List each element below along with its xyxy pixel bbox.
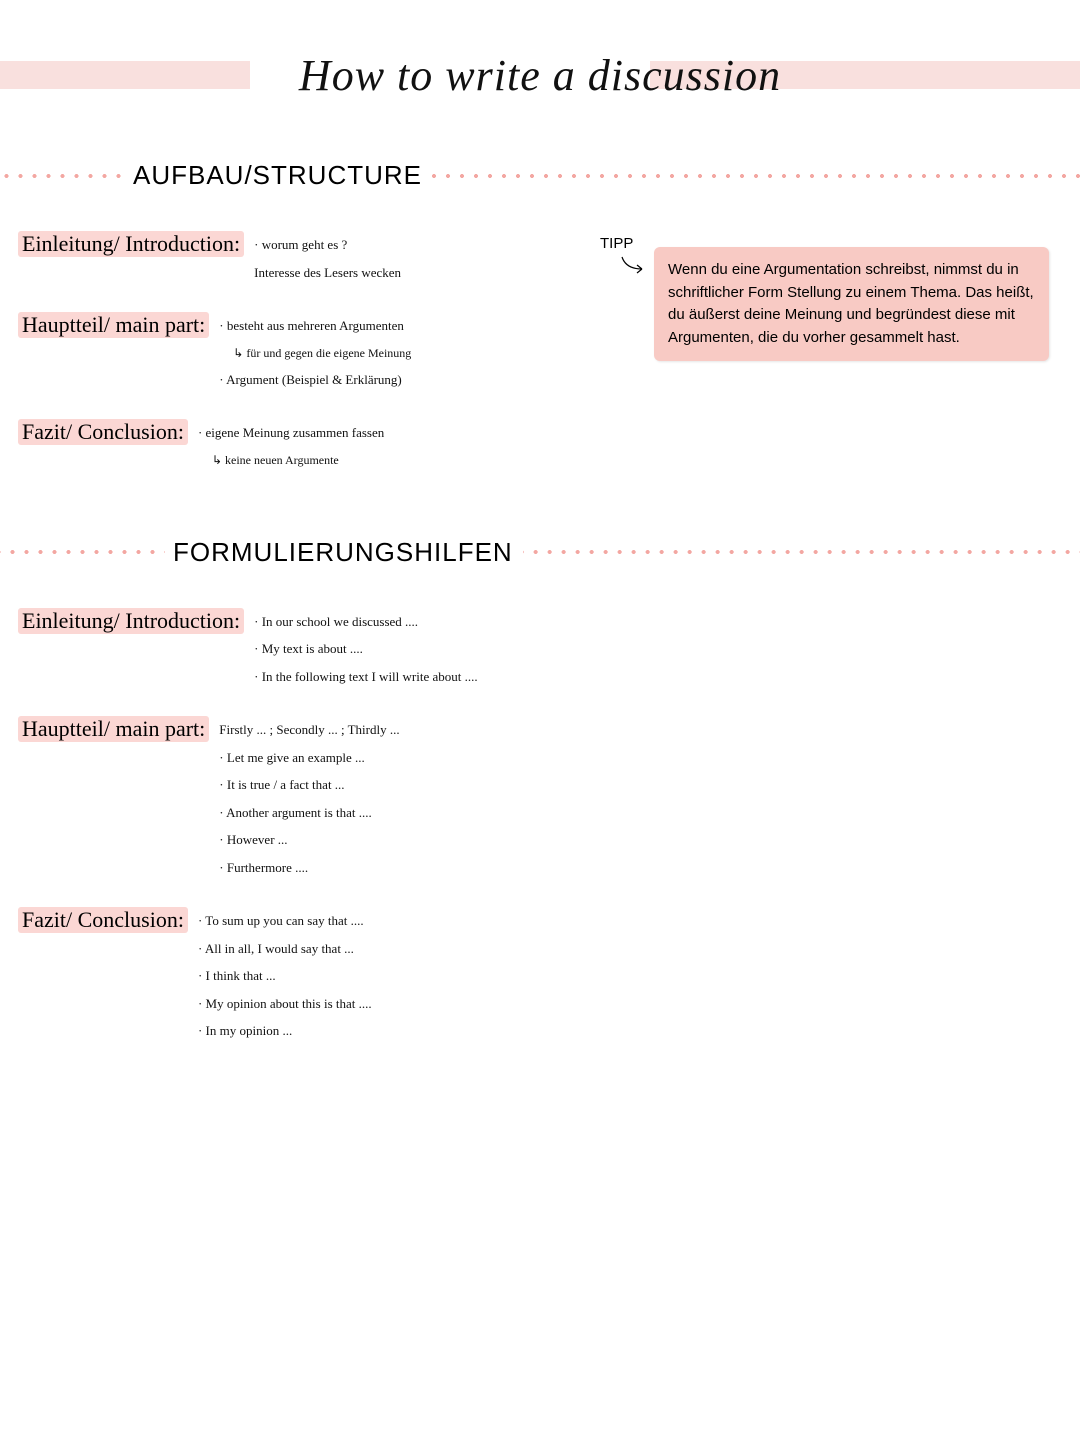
- formulierung-row-conclusion: Fazit/ Conclusion: · To sum up you can s…: [18, 907, 1080, 1049]
- bullet-line: · All in all, I would say that ...: [198, 939, 372, 959]
- dots-decoration: [0, 174, 125, 178]
- row-bullets: · worum geht es ? Interesse des Lesers w…: [254, 231, 401, 290]
- dots-decoration: [432, 174, 1080, 178]
- bullet-line: · besteht aus mehreren Argumenten: [219, 316, 411, 336]
- dots-decoration: [523, 550, 1080, 554]
- bullet-line: · Let me give an example ...: [219, 748, 399, 768]
- section-heading: AUFBAU/STRUCTURE: [133, 160, 422, 191]
- row-label: Hauptteil/ main part:: [18, 716, 209, 742]
- bullet-line: · In my opinion ...: [198, 1021, 372, 1041]
- row-bullets: · To sum up you can say that .... · All …: [198, 907, 372, 1049]
- bullet-line: · In the following text I will write abo…: [254, 667, 477, 687]
- row-bullets: · besteht aus mehreren Argumenten für un…: [219, 312, 411, 397]
- bullet-line: Interesse des Lesers wecken: [254, 263, 401, 283]
- title-bar: How to write a discussion: [0, 45, 1080, 105]
- bullet-line: · To sum up you can say that ....: [198, 911, 372, 931]
- structure-row-main: Hauptteil/ main part: · besteht aus mehr…: [18, 312, 1080, 397]
- bullet-line: Firstly ... ; Secondly ... ; Thirdly ...: [219, 720, 399, 740]
- bullet-line: · In our school we discussed ....: [254, 612, 477, 632]
- row-label: Fazit/ Conclusion:: [18, 907, 188, 933]
- bullet-line: · eigene Meinung zusammen fassen: [198, 423, 384, 443]
- bullet-line: · I think that ...: [198, 966, 372, 986]
- bullet-line: · My text is about ....: [254, 639, 477, 659]
- row-bullets: · eigene Meinung zusammen fassen keine n…: [198, 419, 384, 477]
- bullet-line: · worum geht es ?: [254, 235, 401, 255]
- page-title: How to write a discussion: [289, 50, 791, 101]
- section-heading: FORMULIERUNGSHILFEN: [173, 537, 513, 568]
- section-header-formulierung: FORMULIERUNGSHILFEN: [0, 537, 1080, 568]
- row-label: Hauptteil/ main part:: [18, 312, 209, 338]
- structure-row-conclusion: Fazit/ Conclusion: · eigene Meinung zusa…: [18, 419, 1080, 477]
- bullet-line-sub: keine neuen Argumente: [212, 451, 384, 469]
- section-header-structure: AUFBAU/STRUCTURE: [0, 160, 1080, 191]
- bullet-line: · My opinion about this is that ....: [198, 994, 372, 1014]
- bullet-line: · However ...: [219, 830, 399, 850]
- bullet-line: · Another argument is that ....: [219, 803, 399, 823]
- row-label: Fazit/ Conclusion:: [18, 419, 188, 445]
- bullet-line: · It is true / a fact that ...: [219, 775, 399, 795]
- row-bullets: · In our school we discussed .... · My t…: [254, 608, 477, 695]
- bullet-line: · Furthermore ....: [219, 858, 399, 878]
- row-label: Einleitung/ Introduction:: [18, 231, 244, 257]
- structure-content: Einleitung/ Introduction: · worum geht e…: [0, 231, 1080, 477]
- formulierung-content: Einleitung/ Introduction: · In our schoo…: [0, 608, 1080, 1049]
- row-label: Einleitung/ Introduction:: [18, 608, 244, 634]
- dots-decoration: [0, 550, 165, 554]
- structure-row-intro: Einleitung/ Introduction: · worum geht e…: [18, 231, 1080, 290]
- bullet-line-sub: für und gegen die eigene Meinung: [233, 344, 411, 362]
- formulierung-row-main: Hauptteil/ main part: Firstly ... ; Seco…: [18, 716, 1080, 885]
- formulierung-row-intro: Einleitung/ Introduction: · In our schoo…: [18, 608, 1080, 695]
- bullet-line: · Argument (Beispiel & Erklärung): [219, 370, 411, 390]
- row-bullets: Firstly ... ; Secondly ... ; Thirdly ...…: [219, 716, 399, 885]
